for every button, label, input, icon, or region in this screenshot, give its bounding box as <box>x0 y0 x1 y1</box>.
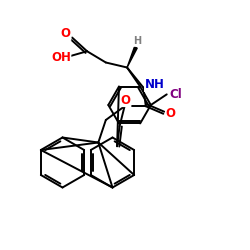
Text: H: H <box>133 36 141 46</box>
Polygon shape <box>127 47 137 68</box>
Text: O: O <box>121 94 131 106</box>
Text: O: O <box>61 27 71 40</box>
Text: O: O <box>166 107 176 120</box>
Text: OH: OH <box>51 51 71 64</box>
Text: Cl: Cl <box>169 88 182 101</box>
Text: NH: NH <box>145 78 165 92</box>
